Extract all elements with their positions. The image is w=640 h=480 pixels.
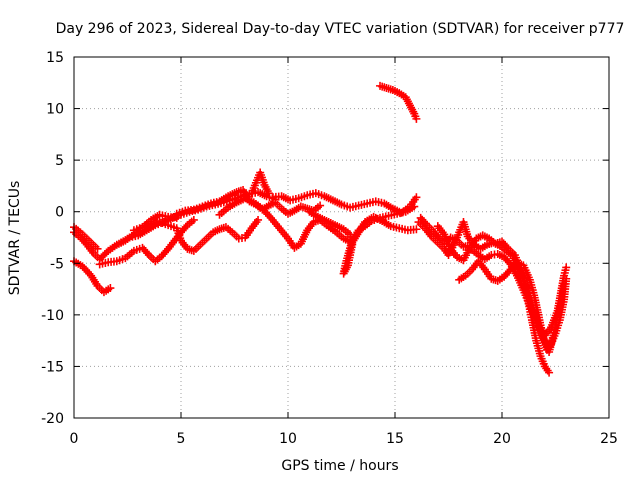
data-point (316, 201, 325, 210)
x-axis-label: GPS time / hours (281, 458, 398, 474)
series-track-b (70, 257, 115, 297)
y-tick-label: -10 (41, 308, 64, 324)
data-point (562, 263, 571, 272)
x-tick-label: 15 (386, 431, 404, 447)
x-tick-labels: 0 5 10 15 20 25 (70, 431, 618, 447)
y-tick-label: 5 (55, 153, 64, 169)
data-points (70, 81, 571, 377)
data-point (93, 244, 102, 253)
y-tick-label: -20 (41, 411, 64, 427)
x-tick-label: 25 (600, 431, 618, 447)
data-point (106, 284, 115, 293)
x-tick-label: 5 (177, 431, 186, 447)
y-tick-labels: 15 10 5 0 -5 -10 -15 -20 (41, 50, 64, 427)
series-track-c (70, 223, 102, 253)
data-point (545, 368, 554, 377)
x-tick-label: 10 (279, 431, 297, 447)
plot-frame (73, 56, 610, 419)
y-tick-label: 15 (46, 50, 64, 66)
y-tick-label: 0 (55, 205, 64, 221)
axis-ticks (73, 56, 610, 419)
x-tick-label: 20 (493, 431, 511, 447)
series-track-l (376, 81, 421, 123)
series-track-k (305, 202, 419, 278)
series-track-e (117, 188, 280, 247)
x-tick-label: 0 (70, 431, 79, 447)
y-tick-label: -5 (50, 256, 64, 272)
data-point (412, 225, 421, 234)
data-point (410, 202, 419, 211)
data-point (264, 189, 273, 198)
y-tick-label: -15 (41, 359, 64, 375)
data-point (189, 215, 198, 224)
series-track-f (129, 215, 263, 255)
y-axis-label: SDTVAR / TECUs (7, 181, 23, 296)
series-track-p (414, 218, 571, 340)
series-track-h (247, 168, 273, 198)
data-point (254, 215, 263, 224)
y-tick-label: 10 (46, 102, 64, 118)
data-point (412, 114, 421, 123)
chart-title: Day 296 of 2023, Sidereal Day-to-day VTE… (56, 21, 625, 37)
data-point (412, 193, 421, 202)
